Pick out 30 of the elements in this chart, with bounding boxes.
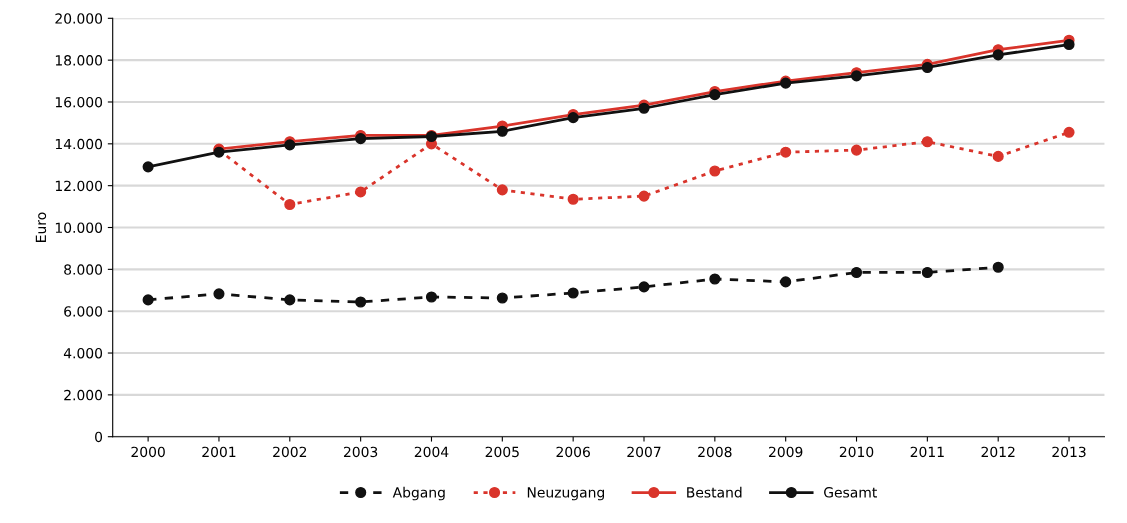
x-tick-label: 2000 bbox=[131, 446, 165, 458]
y-tick-label: 10.000 bbox=[55, 222, 103, 233]
y-axis-title: Euro bbox=[35, 212, 47, 242]
x-tick-label: 2003 bbox=[343, 446, 378, 458]
y-tick-label: 4.000 bbox=[63, 347, 103, 359]
legend-label: Gesamt bbox=[824, 487, 877, 498]
y-tick-label: 8.000 bbox=[64, 264, 103, 275]
y-tick-label: 14.000 bbox=[55, 138, 103, 150]
y-tick-label: 0 bbox=[95, 431, 103, 443]
y-tick-label: 12.000 bbox=[55, 180, 103, 192]
x-tick-label: 2002 bbox=[273, 446, 307, 458]
y-tick-label: 2.000 bbox=[64, 389, 103, 401]
legend-label: Bestand bbox=[687, 486, 742, 498]
x-tick-label: 2008 bbox=[698, 446, 732, 458]
x-tick-label: 2012 bbox=[981, 446, 1015, 458]
x-tick-label: 2006 bbox=[556, 446, 590, 458]
y-tick-label: 6.000 bbox=[64, 306, 103, 317]
legend-label: Abgang bbox=[392, 486, 445, 501]
y-tick-label: 18.000 bbox=[55, 55, 103, 66]
y-tick-label: 20.000 bbox=[55, 13, 103, 24]
x-tick-label: 2007 bbox=[627, 446, 661, 458]
x-tick-label: 2011 bbox=[910, 446, 944, 458]
x-tick-label: 2001 bbox=[202, 446, 236, 458]
x-tick-label: 2010 bbox=[839, 446, 874, 458]
y-tick-label: 16.000 bbox=[55, 96, 103, 108]
x-tick-label: 2004 bbox=[414, 446, 449, 458]
x-tick-label: 2009 bbox=[769, 446, 803, 458]
x-tick-label: 2013 bbox=[1052, 446, 1086, 458]
legend-label: Neuzugang bbox=[527, 487, 604, 501]
x-tick-label: 2005 bbox=[485, 446, 519, 458]
